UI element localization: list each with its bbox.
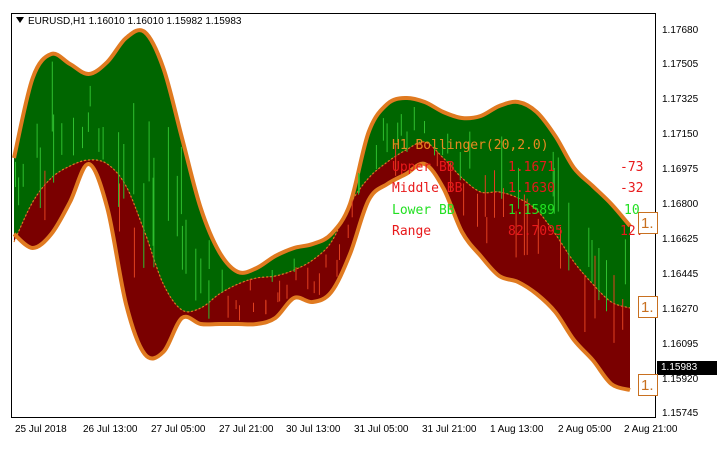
price-tick: 1.17325 bbox=[662, 94, 699, 105]
range-label: Range bbox=[392, 224, 432, 239]
middle-band-line bbox=[13, 141, 631, 313]
current-price-tag: 1.15983 bbox=[657, 361, 717, 375]
right-price-label: 1. bbox=[638, 212, 658, 234]
time-tick: 31 Jul 21:00 bbox=[422, 424, 477, 435]
price-tick: 1.16095 bbox=[662, 339, 699, 350]
bollinger-chart bbox=[12, 28, 632, 392]
price-tick: 1.17680 bbox=[662, 25, 699, 36]
time-tick: 2 Aug 05:00 bbox=[558, 424, 612, 435]
price-tick: 1.16800 bbox=[662, 199, 699, 210]
upper-band-line bbox=[12, 28, 632, 275]
plot-area[interactable] bbox=[11, 13, 656, 418]
lower-band-area bbox=[14, 141, 630, 390]
upper-bb-value: 1.1671 bbox=[508, 160, 555, 175]
price-tick: 1.16975 bbox=[662, 164, 699, 175]
dropdown-arrow-icon[interactable] bbox=[16, 17, 24, 23]
time-tick: 27 Jul 05:00 bbox=[151, 424, 206, 435]
indicator-title: H1 Bollinger(20,2.0) bbox=[392, 138, 549, 153]
symbol-header: EURUSD,H1 1.16010 1.16010 1.15982 1.1598… bbox=[16, 16, 242, 27]
time-tick: 31 Jul 05:00 bbox=[354, 424, 409, 435]
upper-band-area bbox=[14, 30, 630, 312]
time-tick: 2 Aug 21:00 bbox=[624, 424, 678, 435]
price-tick: 1.16625 bbox=[662, 234, 699, 245]
price-tick: 1.16445 bbox=[662, 269, 699, 280]
upper-bb-label: Upper BB bbox=[392, 160, 455, 175]
time-tick: 1 Aug 13:00 bbox=[490, 424, 544, 435]
range-value: 82.7095 bbox=[508, 224, 563, 239]
price-tick: 1.15745 bbox=[662, 408, 699, 419]
time-tick: 25 Jul 2018 bbox=[15, 424, 67, 435]
lower-bb-change: 10 bbox=[624, 203, 640, 218]
time-tick: 30 Jul 13:00 bbox=[286, 424, 341, 435]
lower-bb-label: Lower BB bbox=[392, 203, 455, 218]
price-tick: 1.17150 bbox=[662, 129, 699, 140]
middle-bb-value: 1.1630 bbox=[508, 181, 555, 196]
middle-bb-label: Middle BB bbox=[392, 181, 463, 196]
price-tick: 1.15920 bbox=[662, 374, 699, 385]
lower-bb-value: 1.1589 bbox=[508, 203, 555, 218]
right-price-label: 1. bbox=[638, 374, 658, 396]
price-tick: 1.17505 bbox=[662, 59, 699, 70]
time-tick: 26 Jul 13:00 bbox=[83, 424, 138, 435]
lower-band-line bbox=[12, 161, 631, 392]
time-tick: 27 Jul 21:00 bbox=[219, 424, 274, 435]
upper-bb-change: -73 bbox=[620, 160, 644, 175]
price-tick: 1.16270 bbox=[662, 304, 699, 315]
symbol-line: EURUSD,H1 1.16010 1.16010 1.15982 1.1598… bbox=[28, 16, 242, 27]
right-price-label: 1. bbox=[638, 296, 658, 318]
middle-bb-change: -32 bbox=[620, 181, 644, 196]
range-change: 12. bbox=[620, 224, 644, 239]
